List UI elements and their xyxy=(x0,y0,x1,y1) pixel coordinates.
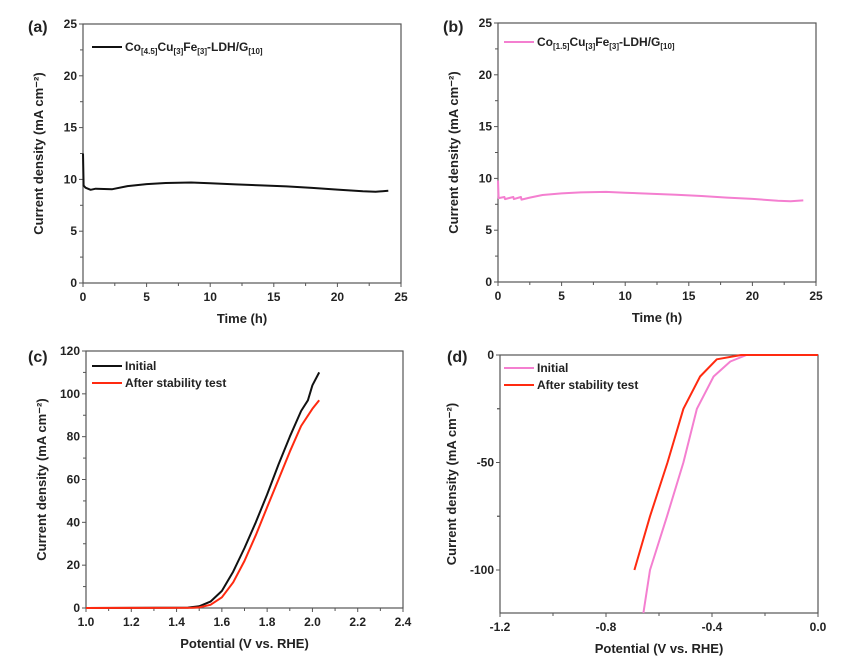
series-line-0 xyxy=(85,371,321,609)
x-tick-label: 1.4 xyxy=(168,615,185,629)
y-tick-label: 10 xyxy=(64,172,78,186)
y-tick-label: 20 xyxy=(64,69,78,83)
x-tick-label: 5 xyxy=(558,289,565,303)
chart-panel-b: (b) 0 5 10 15 20 25 0 5 10 15 20 25 Time (h) Current d… xyxy=(443,16,823,325)
x-tick-label: -1.2 xyxy=(490,620,511,634)
x-tick-label: 2.2 xyxy=(349,615,366,629)
y-tick-label: 60 xyxy=(67,473,81,487)
plot-frame xyxy=(499,354,819,614)
y-tick-label: 5 xyxy=(70,224,77,238)
x-tick-label: -0.4 xyxy=(702,620,723,634)
x-tick-label: 0 xyxy=(80,290,87,304)
plot-frame xyxy=(497,22,817,283)
y-tick-label: 120 xyxy=(60,344,80,358)
panel-label: (d) xyxy=(447,349,467,366)
x-tick-label: 2.0 xyxy=(304,615,321,629)
y-tick-label: 20 xyxy=(479,68,493,82)
y-tick-label: 0 xyxy=(485,275,492,289)
plot-frame xyxy=(82,23,402,284)
y-tick-label: 0 xyxy=(73,601,80,615)
x-tick-label: 25 xyxy=(394,290,408,304)
y-tick-label: 25 xyxy=(479,16,493,30)
x-tick-label: 25 xyxy=(809,289,823,303)
series-line-0 xyxy=(497,180,804,203)
series-line-0 xyxy=(82,153,389,193)
chart-panel-a: (a) 0 5 10 15 20 25 0 5 10 15 20 25 Time (h) Current d… xyxy=(28,17,408,326)
y-axis-label: Current density (mA cm⁻²) xyxy=(444,403,459,565)
x-tick-label: 5 xyxy=(143,290,150,304)
legend-label: After stability test xyxy=(537,378,638,392)
y-tick-label: 20 xyxy=(67,558,81,572)
x-tick-label: 1.2 xyxy=(123,615,140,629)
panel-label: (c) xyxy=(28,349,48,366)
x-tick-label: 1.6 xyxy=(214,615,231,629)
panel-label: (b) xyxy=(443,19,463,36)
series-line-1 xyxy=(633,354,818,571)
panel-label: (a) xyxy=(28,19,48,36)
x-tick-label: 10 xyxy=(204,290,218,304)
series-line-0 xyxy=(642,354,818,614)
y-axis-label: Current density (mA cm⁻²) xyxy=(31,72,46,234)
y-tick-label: 25 xyxy=(64,17,78,31)
y-tick-label: 10 xyxy=(479,171,493,185)
y-tick-label: -50 xyxy=(477,456,495,470)
y-tick-label: 15 xyxy=(479,120,493,134)
x-tick-label: 15 xyxy=(682,289,696,303)
y-tick-label: 100 xyxy=(60,387,80,401)
chart-panel-d: (d) -1.2 -0.8 -0.4 0.0 -100 -50 0 Potential (V v… xyxy=(444,348,827,656)
y-tick-label: -100 xyxy=(470,563,494,577)
y-tick-label: 40 xyxy=(67,515,81,529)
x-tick-label: 0.0 xyxy=(810,620,827,634)
y-tick-label: 5 xyxy=(485,223,492,237)
legend-label: Co[1.5]Cu[3]Fe[3]-LDH/G[10] xyxy=(537,35,675,51)
y-tick-label: 15 xyxy=(64,121,78,135)
legend-label: After stability test xyxy=(125,376,226,390)
x-tick-label: 10 xyxy=(619,289,633,303)
series-line-1 xyxy=(85,399,320,609)
x-tick-label: 1.8 xyxy=(259,615,276,629)
chart-panel-c: (c) 1.0 1.2 1.4 1.6 1.8 2.0 2.2 2.4 0 20 40 60 80 100 1… xyxy=(28,344,412,651)
x-axis-label: Time (h) xyxy=(217,311,267,326)
y-tick-label: 0 xyxy=(487,348,494,362)
y-tick-label: 0 xyxy=(70,276,77,290)
x-axis-label: Time (h) xyxy=(632,310,682,325)
x-tick-label: 0 xyxy=(495,289,502,303)
legend-label: Initial xyxy=(125,359,156,373)
x-axis-label: Potential (V vs. RHE) xyxy=(180,636,309,651)
y-axis-label: Current density (mA cm⁻²) xyxy=(34,398,49,560)
x-axis-label: Potential (V vs. RHE) xyxy=(595,641,724,656)
y-axis-label: Current density (mA cm⁻²) xyxy=(446,71,461,233)
x-tick-label: 20 xyxy=(331,290,345,304)
x-tick-label: -0.8 xyxy=(596,620,617,634)
legend-label: Initial xyxy=(537,361,568,375)
x-tick-label: 15 xyxy=(267,290,281,304)
x-tick-label: 2.4 xyxy=(395,615,412,629)
legend-label: Co[4.5]Cu[3]Fe[3]-LDH/G[10] xyxy=(125,40,263,56)
y-tick-label: 80 xyxy=(67,430,81,444)
x-tick-label: 20 xyxy=(746,289,760,303)
x-tick-label: 1.0 xyxy=(78,615,95,629)
